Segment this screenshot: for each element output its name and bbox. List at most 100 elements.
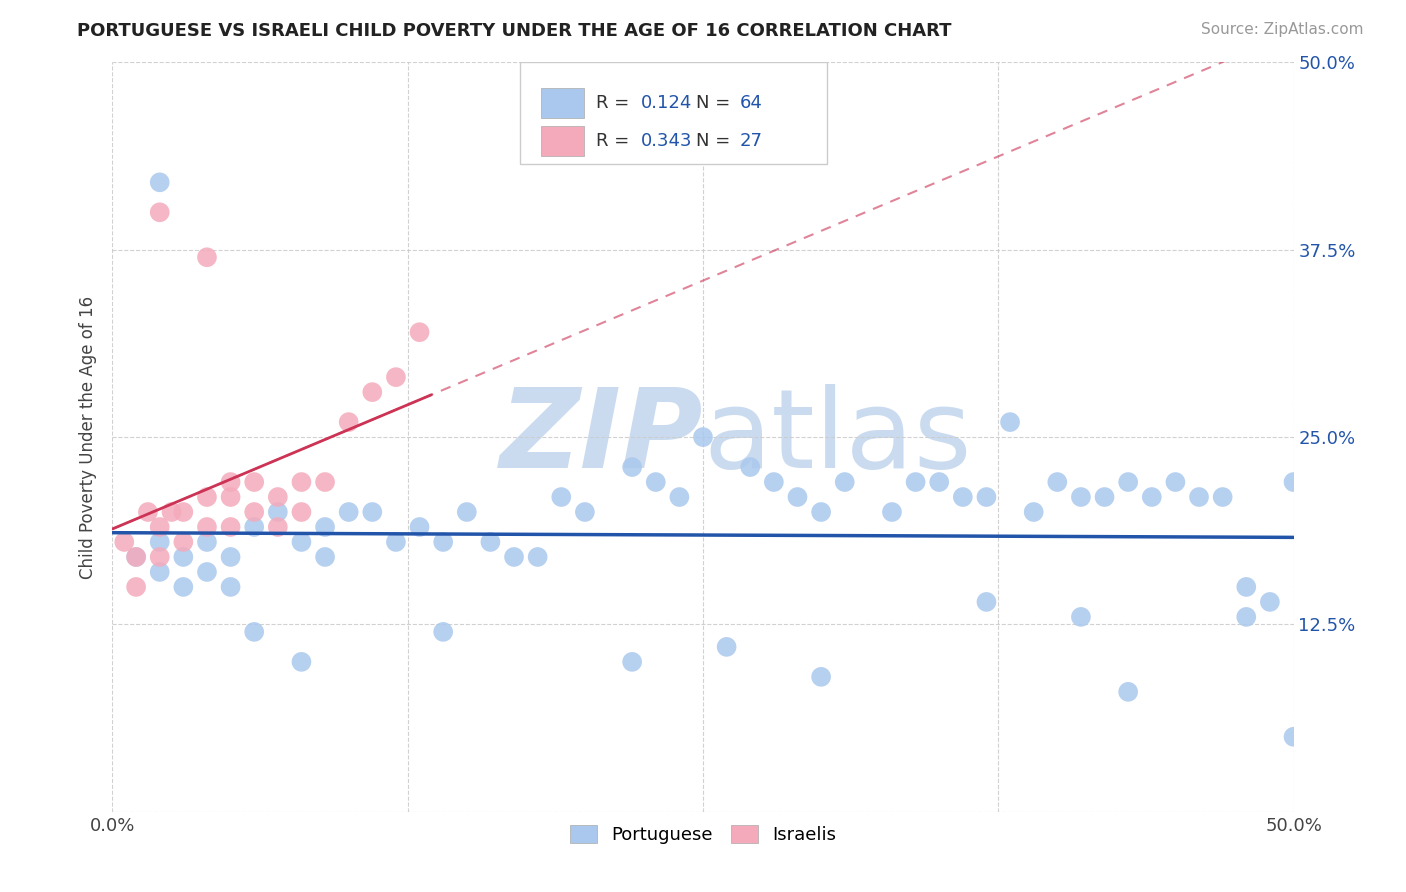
- Point: [361, 385, 384, 400]
- Point: [337, 505, 360, 519]
- Point: [456, 505, 478, 519]
- Point: [1234, 610, 1257, 624]
- Legend: Portuguese, Israelis: Portuguese, Israelis: [562, 818, 844, 851]
- Point: [243, 520, 266, 534]
- Point: [976, 490, 998, 504]
- Point: [1116, 475, 1139, 489]
- Point: [125, 549, 148, 564]
- Point: [125, 580, 148, 594]
- Point: [219, 490, 242, 504]
- Point: [716, 640, 738, 654]
- Point: [786, 490, 808, 504]
- Point: [172, 549, 194, 564]
- Point: [267, 505, 290, 519]
- Point: [267, 520, 290, 534]
- Point: [160, 505, 183, 519]
- Point: [361, 505, 384, 519]
- Point: [928, 475, 950, 489]
- Point: [243, 475, 266, 489]
- Point: [1282, 475, 1305, 489]
- Point: [149, 520, 172, 534]
- Point: [219, 580, 242, 594]
- Point: [219, 520, 242, 534]
- Point: [998, 415, 1021, 429]
- Point: [149, 535, 172, 549]
- Point: [219, 549, 242, 564]
- Point: [503, 549, 526, 564]
- Point: [267, 490, 290, 504]
- Point: [125, 549, 148, 564]
- Point: [408, 325, 430, 339]
- Point: [195, 520, 218, 534]
- Point: [243, 624, 266, 639]
- Point: [290, 655, 312, 669]
- Point: [1070, 610, 1092, 624]
- Point: [1234, 580, 1257, 594]
- Point: [810, 505, 832, 519]
- Point: [621, 460, 644, 475]
- Point: [810, 670, 832, 684]
- Point: [385, 370, 408, 384]
- Text: N =: N =: [696, 132, 735, 150]
- Point: [195, 565, 218, 579]
- FancyBboxPatch shape: [520, 62, 827, 163]
- Point: [195, 535, 218, 549]
- Text: ZIP: ZIP: [499, 384, 703, 491]
- Point: [1164, 475, 1187, 489]
- Point: [526, 549, 548, 564]
- Text: atlas: atlas: [703, 384, 972, 491]
- FancyBboxPatch shape: [541, 87, 583, 118]
- Point: [290, 505, 312, 519]
- Point: [904, 475, 927, 489]
- Point: [668, 490, 690, 504]
- Point: [314, 520, 336, 534]
- Point: [550, 490, 572, 504]
- Text: 27: 27: [740, 132, 762, 150]
- Point: [1022, 505, 1045, 519]
- Point: [243, 505, 266, 519]
- Point: [385, 535, 408, 549]
- Point: [149, 565, 172, 579]
- Point: [195, 250, 218, 264]
- Point: [952, 490, 974, 504]
- Text: PORTUGUESE VS ISRAELI CHILD POVERTY UNDER THE AGE OF 16 CORRELATION CHART: PORTUGUESE VS ISRAELI CHILD POVERTY UNDE…: [77, 22, 952, 40]
- Point: [740, 460, 762, 475]
- Point: [432, 535, 454, 549]
- Point: [692, 430, 714, 444]
- Point: [1094, 490, 1116, 504]
- Point: [432, 624, 454, 639]
- Point: [479, 535, 502, 549]
- Point: [337, 415, 360, 429]
- Point: [172, 580, 194, 594]
- Point: [1258, 595, 1281, 609]
- Point: [149, 175, 172, 189]
- Point: [574, 505, 596, 519]
- Point: [976, 595, 998, 609]
- Point: [290, 475, 312, 489]
- Point: [1212, 490, 1234, 504]
- Point: [1188, 490, 1211, 504]
- Point: [621, 655, 644, 669]
- Point: [1116, 685, 1139, 699]
- Point: [172, 535, 194, 549]
- Point: [149, 205, 172, 219]
- FancyBboxPatch shape: [541, 126, 583, 155]
- Point: [172, 505, 194, 519]
- Text: 64: 64: [740, 94, 762, 112]
- Point: [762, 475, 785, 489]
- Point: [1070, 490, 1092, 504]
- Text: R =: R =: [596, 94, 634, 112]
- Point: [644, 475, 666, 489]
- Point: [880, 505, 903, 519]
- Text: N =: N =: [696, 94, 735, 112]
- Text: 0.343: 0.343: [640, 132, 692, 150]
- Point: [1046, 475, 1069, 489]
- Text: R =: R =: [596, 132, 634, 150]
- Point: [408, 520, 430, 534]
- Text: 0.124: 0.124: [640, 94, 692, 112]
- Point: [149, 549, 172, 564]
- Point: [314, 475, 336, 489]
- Point: [314, 549, 336, 564]
- Point: [112, 535, 135, 549]
- Point: [195, 490, 218, 504]
